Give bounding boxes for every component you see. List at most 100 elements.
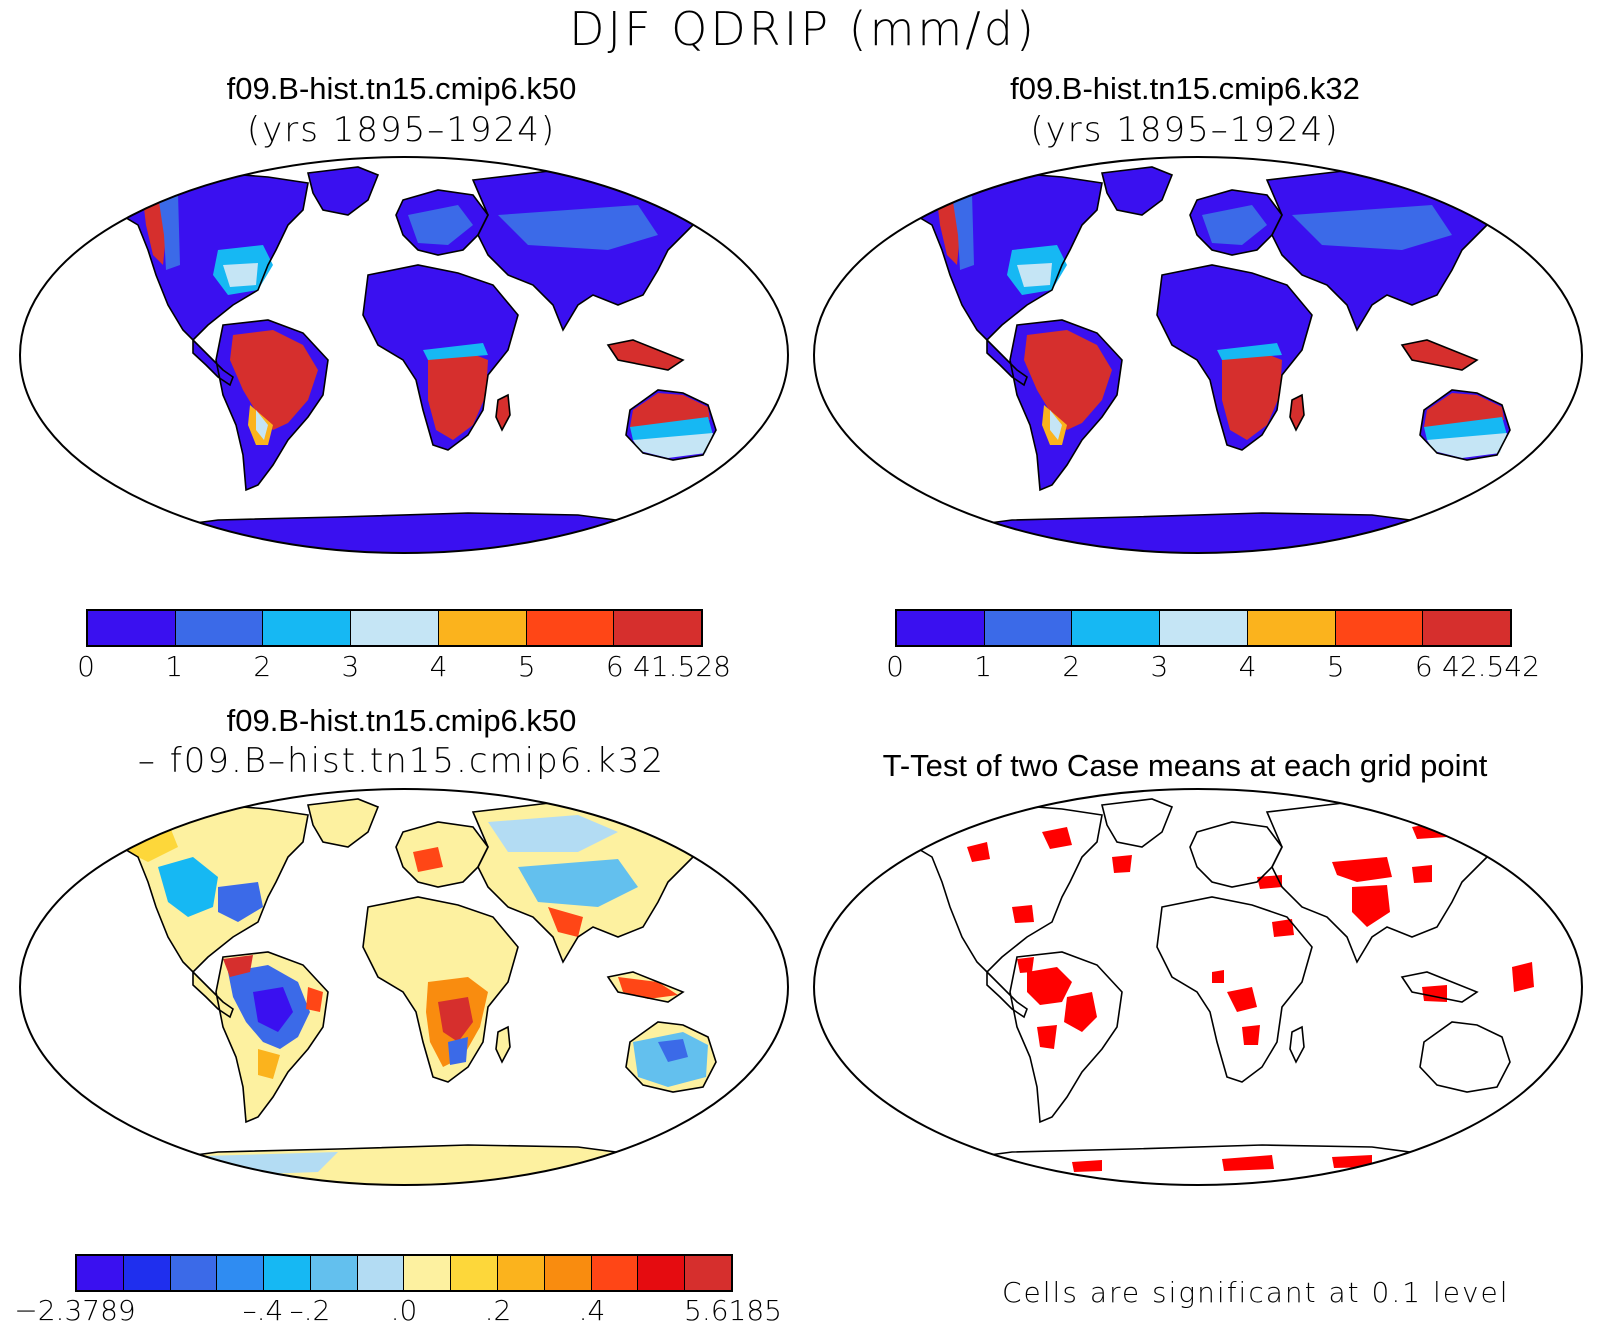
significant-cell-8 xyxy=(1412,865,1432,883)
coastline-nz xyxy=(739,448,754,477)
significant-cell-10 xyxy=(1042,827,1072,849)
precip-region-southAmericaInner xyxy=(230,330,318,430)
map-k32-frame xyxy=(813,156,1583,554)
colorbar-tick-label: 6 xyxy=(1414,650,1433,683)
significant-cell-16 xyxy=(1072,1160,1102,1172)
diff-region-17 xyxy=(618,977,678,999)
coastline-madagascar xyxy=(495,393,511,432)
significant-cell-12 xyxy=(1422,985,1447,1002)
significant-cell-5 xyxy=(1242,1025,1260,1045)
coastline-australia xyxy=(625,389,717,461)
coastline-centralAmerica xyxy=(986,338,1028,387)
coastline-australia xyxy=(625,1021,717,1093)
precip-region-ausSouth xyxy=(633,433,713,458)
colorbar-swatch xyxy=(984,611,1073,645)
colorbar-tick-label: 4 xyxy=(1238,650,1257,683)
colorbar-swatch xyxy=(498,1256,545,1290)
colorbar-swatch xyxy=(614,611,702,645)
diff-region-4 xyxy=(258,1049,280,1079)
colorbar-tick-label: 5 xyxy=(517,650,536,683)
colorbar-swatch xyxy=(451,1256,499,1290)
coastline-indonesia xyxy=(1400,971,1479,1003)
colorbar-swatch xyxy=(638,1256,686,1290)
colorbar-tick-label: −2.3789 xyxy=(14,1294,136,1327)
significant-cell-20 xyxy=(1272,919,1294,937)
panel-ttest-title: T-Test of two Case means at each grid po… xyxy=(882,748,1488,783)
coastline-southAmerica xyxy=(215,319,329,492)
land-nz xyxy=(1534,450,1547,475)
significant-cell-7 xyxy=(1352,885,1390,927)
colorbar-tick-label: 2 xyxy=(1062,650,1081,683)
precip-region-indoR xyxy=(1402,340,1477,370)
precip-region-westNABlue xyxy=(952,193,974,270)
panel-diff-subtitle: – f09.B–hist.tn15.cmip6.k32 xyxy=(137,741,666,781)
diff-region-7 xyxy=(448,1037,468,1065)
coastline-nz xyxy=(739,1080,754,1109)
map-k50-frame xyxy=(19,156,789,554)
map-ttest xyxy=(812,787,1584,1191)
significant-cell-15 xyxy=(1222,1155,1274,1171)
colorbar-swatch xyxy=(544,1256,592,1290)
coastline-europe xyxy=(395,821,489,888)
significant-cell-11 xyxy=(1112,855,1132,873)
significant-cell-21 xyxy=(1257,875,1282,889)
land-greenland xyxy=(308,167,378,215)
colorbar-swatch xyxy=(526,611,615,645)
map-k50 xyxy=(18,155,790,559)
precip-region-africaInner xyxy=(428,350,488,440)
colorbar-swatch xyxy=(88,611,176,645)
colorbar-k50-labels: 0 1 2 3 4 5 6 41.528 xyxy=(77,650,731,686)
coastline-greenland xyxy=(307,166,380,216)
significant-cell-9 xyxy=(967,842,990,862)
precip-region-westNABlue xyxy=(158,193,180,270)
land-asia xyxy=(1267,170,1512,330)
coastline-europe xyxy=(1189,821,1283,888)
colorbar-diff-labels: −2.3789 –.4 –.2 .0 .2 .4 5.6185 xyxy=(14,1294,782,1327)
significant-cell-14 xyxy=(1212,970,1224,983)
coastline-indonesia xyxy=(606,339,685,371)
diff-region-9 xyxy=(218,882,263,922)
figure-title: DJF QDRIP (mm/d) xyxy=(569,2,1037,56)
colorbar-swatch xyxy=(1335,611,1424,645)
map-diff-svg xyxy=(19,788,789,1186)
colorbar-tick-label: 3 xyxy=(1150,650,1169,683)
diff-region-3 xyxy=(306,987,323,1012)
significant-cell-3 xyxy=(1017,957,1034,973)
diff-region-14 xyxy=(413,847,443,872)
precip-region-eastUSLight xyxy=(1017,263,1052,287)
coastline-nz xyxy=(1533,448,1548,477)
colorbar-swatch xyxy=(77,1256,124,1290)
diff-region-6 xyxy=(438,997,473,1042)
diff-region-12 xyxy=(518,859,638,907)
precip-region-eastUSLight xyxy=(223,263,258,287)
map-ttest-svg xyxy=(813,788,1583,1186)
coastline-africa xyxy=(1156,264,1313,451)
precip-region-westNA xyxy=(937,195,960,265)
colorbar-tick-label: 0 xyxy=(886,650,904,683)
colorbar-tick-label: 4 xyxy=(429,650,448,683)
precip-region-africaBand xyxy=(423,343,488,360)
diff-region-11 xyxy=(488,815,618,852)
colorbar-swatch xyxy=(897,611,985,645)
precip-region-asiaBlue xyxy=(1292,205,1452,250)
coastline-greenland xyxy=(1101,798,1174,848)
coastline-indonesia xyxy=(606,971,685,1003)
land-greenland xyxy=(1102,167,1172,215)
colorbar-swatch xyxy=(1160,611,1248,645)
colorbar-tick-label: .4 xyxy=(578,1294,606,1327)
precip-region-africaInner xyxy=(1222,350,1282,440)
coastline-greenland xyxy=(307,798,380,848)
land-europe xyxy=(396,822,488,887)
significant-cell-0 xyxy=(1027,967,1072,1005)
significant-cell-6 xyxy=(1332,857,1392,882)
colorbar-tick-label: 5.6185 xyxy=(684,1294,782,1327)
colorbar-k32-labels: 0 1 2 3 4 5 6 42.542 xyxy=(886,650,1540,686)
land-northAmerica xyxy=(912,173,1102,340)
coastline-northAmerica xyxy=(911,804,1103,974)
colorbar-tick-label: 2 xyxy=(253,650,272,683)
colorbar-tick-label: .2 xyxy=(484,1294,512,1327)
map-diff xyxy=(18,787,790,1191)
coastline-centralAmerica xyxy=(192,970,234,1019)
precip-region-africaBand xyxy=(1217,343,1282,360)
coastline-australia xyxy=(1419,1021,1511,1093)
